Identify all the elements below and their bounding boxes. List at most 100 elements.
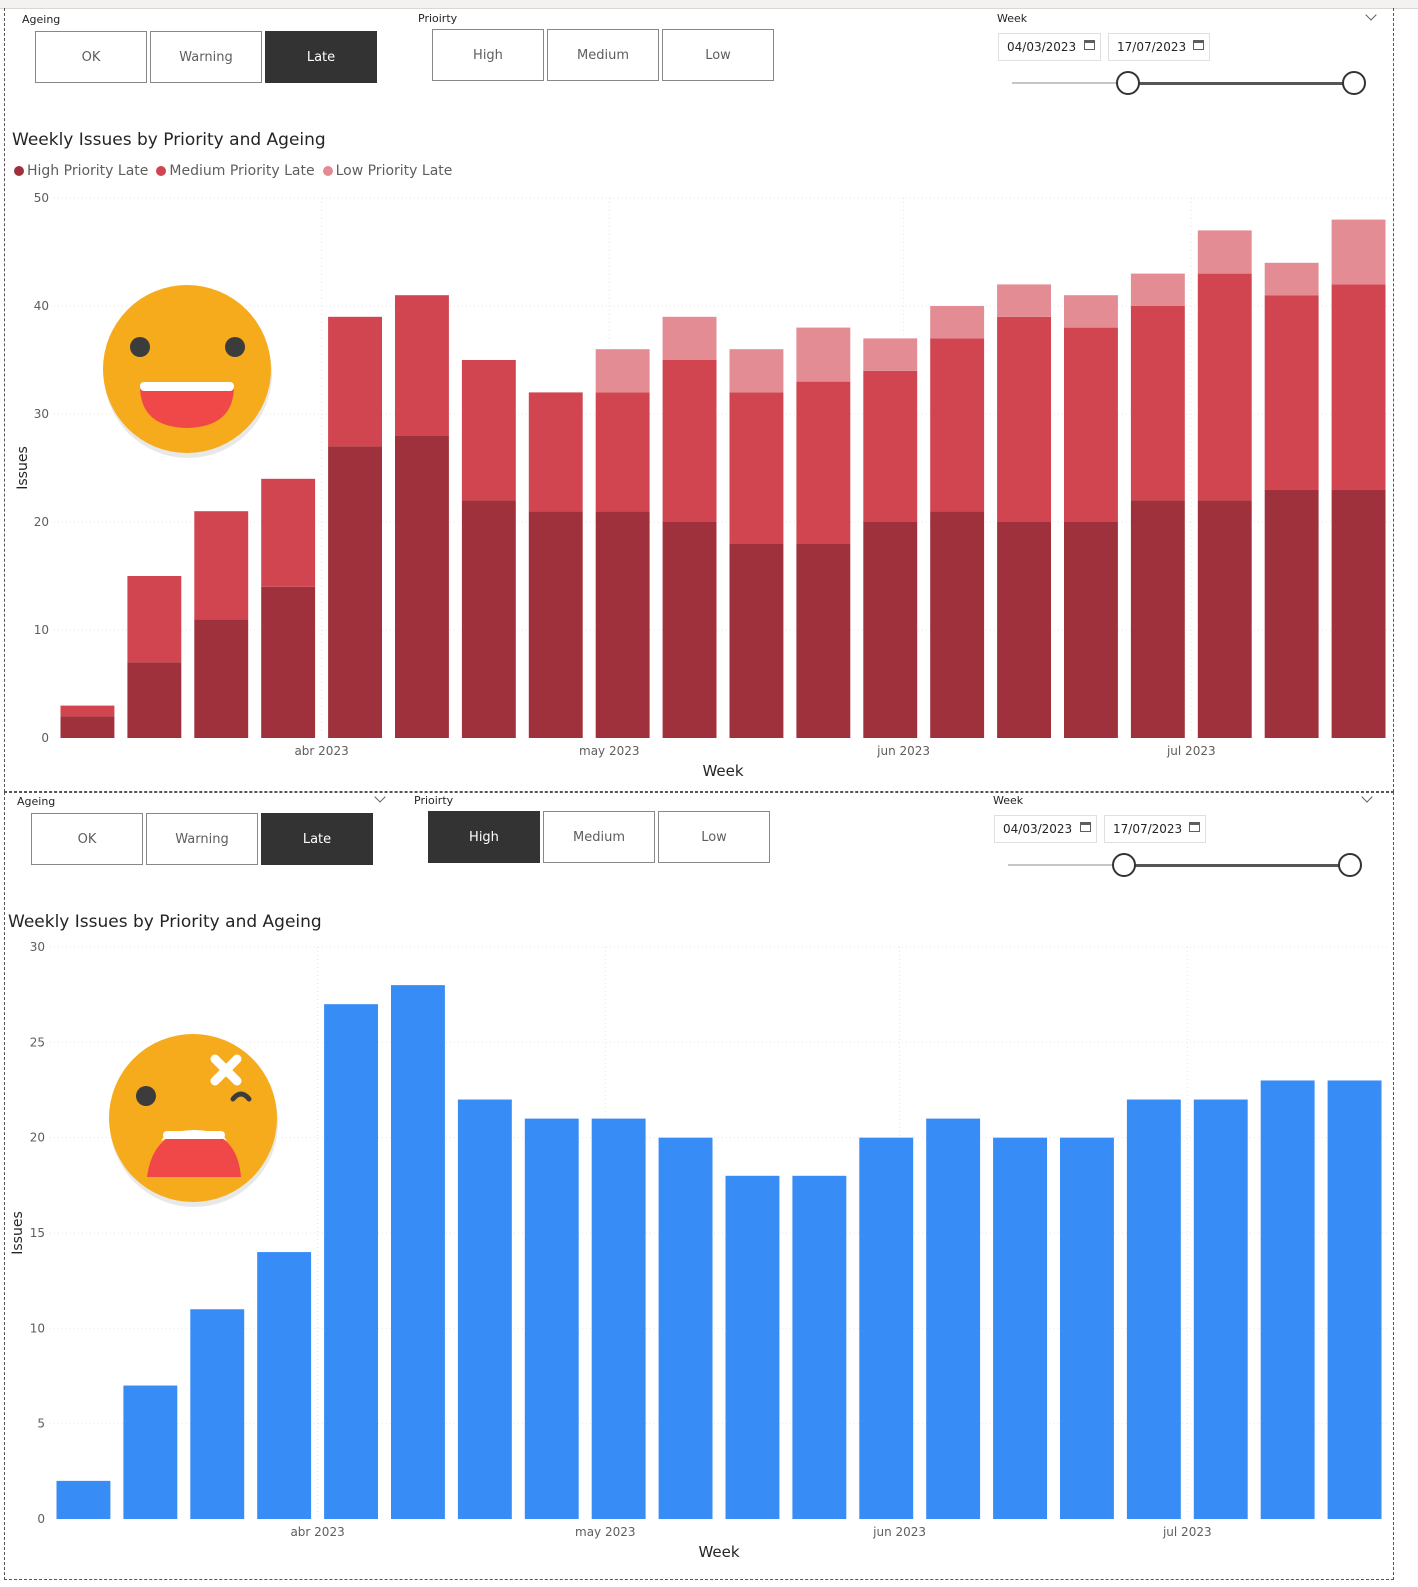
bar-series-0-week-10[interactable] [729, 543, 784, 738]
bar-series-0-week-11[interactable] [796, 543, 851, 738]
bar-series-0-week-16[interactable] [1126, 1099, 1181, 1519]
bar-series-0-week-7[interactable] [524, 1118, 579, 1519]
dizzy-face-icon [109, 1034, 278, 1207]
bar-series-1-week-15[interactable] [1064, 327, 1118, 522]
bar-series-0-week-17[interactable] [1197, 500, 1252, 738]
bar-series-2-week-14[interactable] [997, 284, 1051, 317]
calendar-icon[interactable] [1193, 40, 1204, 50]
bar-series-0-week-2[interactable] [190, 1309, 245, 1519]
bar-series-2-week-9[interactable] [662, 316, 717, 360]
legend-item-high[interactable]: High Priority Late [14, 163, 148, 179]
bar-series-0-week-4[interactable] [328, 446, 382, 738]
bar-series-0-week-8[interactable] [595, 511, 650, 738]
bar-series-1-week-0[interactable] [60, 705, 115, 717]
bar-series-2-week-8[interactable] [595, 349, 650, 393]
bar-series-0-week-18[interactable] [1264, 489, 1319, 738]
bar-series-1-week-6[interactable] [461, 360, 516, 501]
bar-series-0-week-10[interactable] [725, 1175, 780, 1519]
bar-series-1-week-16[interactable] [1130, 306, 1185, 501]
calendar-icon[interactable] [1189, 822, 1200, 832]
priority-high-button[interactable]: High [432, 29, 544, 81]
bar-series-0-week-15[interactable] [1064, 522, 1118, 738]
bar-series-1-week-4[interactable] [328, 316, 382, 447]
bar-series-0-week-11[interactable] [792, 1175, 847, 1519]
priority-high-button[interactable]: High [428, 811, 540, 863]
priority-medium-button[interactable]: Medium [547, 29, 659, 81]
bar-series-0-week-6[interactable] [457, 1099, 512, 1519]
bar-series-1-week-17[interactable] [1197, 273, 1252, 501]
bar-series-2-week-18[interactable] [1264, 262, 1319, 296]
bar-series-2-week-16[interactable] [1130, 273, 1185, 306]
bar-series-0-week-19[interactable] [1327, 1080, 1382, 1519]
ageing-ok-button[interactable]: OK [35, 31, 147, 83]
bar-series-2-week-12[interactable] [863, 338, 918, 371]
priority-medium-button[interactable]: Medium [543, 811, 655, 863]
bar-series-1-week-3[interactable] [261, 478, 316, 587]
legend-item-medium[interactable]: Medium Priority Late [156, 163, 315, 179]
bar-series-2-week-11[interactable] [796, 327, 851, 382]
ageing-warning-button[interactable]: Warning [146, 813, 258, 865]
bar-series-0-week-3[interactable] [261, 586, 316, 738]
bar-series-0-week-0[interactable] [56, 1480, 111, 1519]
priority-low-button[interactable]: Low [662, 29, 774, 81]
bar-series-1-week-11[interactable] [796, 381, 851, 544]
bar-series-0-week-3[interactable] [257, 1252, 312, 1519]
x-tick-label: abr 2023 [294, 744, 348, 758]
bar-series-2-week-19[interactable] [1331, 219, 1386, 285]
ageing-warning-button[interactable]: Warning [150, 31, 262, 83]
bar-series-0-week-16[interactable] [1130, 500, 1185, 738]
bar-series-1-week-1[interactable] [127, 576, 182, 663]
bar-series-1-week-5[interactable] [395, 295, 449, 436]
bar-series-1-week-2[interactable] [194, 511, 249, 620]
bar-series-1-week-12[interactable] [863, 370, 918, 522]
ageing-late-button[interactable]: Late [261, 813, 373, 865]
bar-series-0-week-1[interactable] [127, 662, 182, 738]
date-slider-start-handle[interactable] [1116, 71, 1140, 95]
ageing-ok-button[interactable]: OK [31, 813, 143, 865]
bar-series-0-week-14[interactable] [997, 522, 1051, 738]
bar-series-0-week-14[interactable] [993, 1137, 1047, 1519]
priority-low-button[interactable]: Low [658, 811, 770, 863]
bar-series-1-week-14[interactable] [997, 316, 1051, 522]
bar-series-2-week-10[interactable] [729, 349, 784, 393]
bar-series-1-week-10[interactable] [729, 392, 784, 544]
bar-series-0-week-9[interactable] [662, 522, 717, 738]
bar-series-2-week-13[interactable] [930, 306, 985, 339]
bar-series-0-week-5[interactable] [391, 985, 445, 1519]
bar-series-1-week-13[interactable] [930, 338, 985, 512]
start-date-input[interactable]: 04/03/2023 [994, 815, 1097, 843]
bar-series-1-week-8[interactable] [595, 392, 650, 512]
bar-series-0-week-8[interactable] [591, 1118, 646, 1519]
bar-series-0-week-17[interactable] [1193, 1099, 1248, 1519]
bar-series-0-week-13[interactable] [926, 1118, 981, 1519]
legend-item-low[interactable]: Low Priority Late [322, 163, 452, 179]
date-slider-start-handle[interactable] [1112, 853, 1136, 877]
calendar-icon[interactable] [1084, 40, 1095, 50]
bar-series-0-week-15[interactable] [1060, 1137, 1114, 1519]
bar-series-0-week-18[interactable] [1260, 1080, 1315, 1519]
date-slider-end-handle[interactable] [1342, 71, 1366, 95]
bar-series-0-week-2[interactable] [194, 619, 249, 738]
bar-series-0-week-12[interactable] [859, 1137, 914, 1519]
bar-series-2-week-15[interactable] [1064, 295, 1118, 328]
bar-series-0-week-5[interactable] [395, 435, 449, 738]
bar-series-1-week-18[interactable] [1264, 295, 1319, 490]
legend-dot-low [322, 166, 333, 176]
bar-series-1-week-7[interactable] [528, 392, 583, 512]
ageing-late-button[interactable]: Late [265, 31, 377, 83]
bar-series-0-week-12[interactable] [863, 522, 918, 738]
bar-series-1-week-19[interactable] [1331, 284, 1386, 490]
bar-series-2-week-17[interactable] [1197, 230, 1252, 274]
bar-series-0-week-7[interactable] [528, 511, 583, 738]
start-date-input[interactable]: 04/03/2023 [998, 33, 1101, 61]
bar-series-0-week-9[interactable] [658, 1137, 713, 1519]
bar-series-1-week-9[interactable] [662, 360, 717, 522]
date-slider-end-handle[interactable] [1338, 853, 1362, 877]
bar-series-0-week-19[interactable] [1331, 489, 1386, 738]
bar-series-0-week-1[interactable] [123, 1385, 178, 1519]
calendar-icon[interactable] [1080, 822, 1091, 832]
bar-series-0-week-4[interactable] [324, 1004, 378, 1519]
bar-series-0-week-13[interactable] [930, 511, 985, 738]
bar-series-0-week-6[interactable] [461, 500, 516, 738]
bar-series-0-week-0[interactable] [60, 716, 115, 738]
